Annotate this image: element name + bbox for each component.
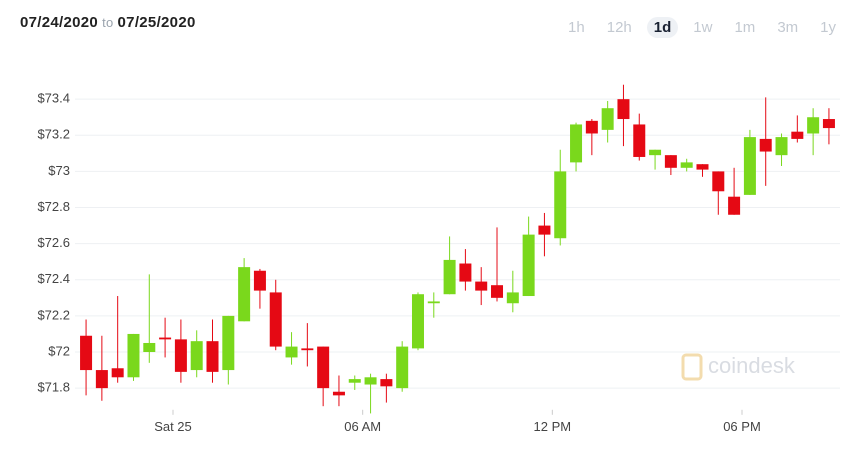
candle-body xyxy=(317,346,330,389)
candle-body xyxy=(791,131,804,139)
candle-body xyxy=(491,285,504,298)
candle-body xyxy=(222,315,235,371)
range-buttons: 1h 12h 1d 1w 1m 3m 1y xyxy=(561,17,843,38)
y-tick-label: $73.2 xyxy=(37,127,70,142)
candle-body xyxy=(522,234,535,297)
candle-body xyxy=(269,292,282,347)
candle-body xyxy=(95,370,108,389)
y-tick-label: $72.4 xyxy=(37,271,70,286)
date-range: 07/24/2020 to 07/25/2020 xyxy=(20,14,196,31)
candle-body xyxy=(585,120,598,134)
candle-body xyxy=(633,124,646,157)
candle-body xyxy=(506,292,519,304)
candle-body xyxy=(159,337,172,340)
candle-body xyxy=(111,368,124,378)
candle-body xyxy=(538,225,551,235)
y-tick-label: $71.8 xyxy=(37,380,70,395)
candle-body xyxy=(238,267,251,322)
candle-body xyxy=(775,137,788,156)
candle-body xyxy=(411,294,424,349)
y-tick-label: $73.4 xyxy=(37,91,70,106)
date-separator: to xyxy=(102,15,114,30)
candle-body xyxy=(680,162,693,168)
candle-body xyxy=(617,99,630,120)
candle-body xyxy=(743,137,756,195)
candle-body xyxy=(380,379,393,387)
candle-body xyxy=(649,149,662,156)
candle-body xyxy=(759,138,772,152)
candle-body xyxy=(728,196,741,215)
candle-body xyxy=(443,259,456,295)
range-button[interactable]: 1d xyxy=(646,17,679,38)
candle-body xyxy=(80,335,93,371)
candle-body xyxy=(427,301,440,304)
candle-body xyxy=(143,342,156,353)
watermark-logo xyxy=(681,353,703,381)
y-tick-label: $72 xyxy=(48,343,70,358)
candle-body xyxy=(285,346,298,358)
candle-body xyxy=(475,281,488,291)
candle-body xyxy=(554,171,567,239)
x-tick-label: 12 PM xyxy=(534,419,572,434)
y-tick-label: $73 xyxy=(48,163,70,178)
range-button[interactable]: 1y xyxy=(820,19,836,36)
candle-body xyxy=(206,341,219,372)
candle-body xyxy=(332,391,345,396)
candle-body xyxy=(822,119,835,129)
date-from: 07/24/2020 xyxy=(20,14,99,31)
y-tick-label: $72.2 xyxy=(37,307,70,322)
candle-body xyxy=(127,333,140,378)
candle-body xyxy=(348,379,361,383)
x-tick-label: 06 PM xyxy=(723,419,761,434)
x-tick-label: Sat 25 xyxy=(154,419,192,434)
candle-body xyxy=(459,263,472,282)
candle-body xyxy=(364,377,377,385)
y-tick-label: $72.8 xyxy=(37,199,70,214)
candle-body xyxy=(396,346,409,389)
range-button[interactable]: 3m xyxy=(777,19,799,36)
date-to: 07/25/2020 xyxy=(117,14,196,31)
candle-body xyxy=(601,108,614,130)
candle-body xyxy=(570,124,583,163)
candle-body xyxy=(253,270,266,291)
range-button[interactable]: 1w xyxy=(693,19,713,36)
candle-body xyxy=(664,155,677,168)
range-button[interactable]: 12h xyxy=(606,19,632,36)
range-button[interactable]: 1m xyxy=(734,19,756,36)
candle-body xyxy=(190,341,203,371)
x-tick-label: 06 AM xyxy=(344,419,381,434)
range-button[interactable]: 1h xyxy=(568,19,585,36)
candle-body xyxy=(807,117,820,134)
candle-body xyxy=(174,339,187,372)
candle-body xyxy=(712,171,725,192)
candle-body xyxy=(696,164,709,170)
y-tick-label: $72.6 xyxy=(37,235,70,250)
candle-body xyxy=(301,348,314,351)
watermark: coindesk xyxy=(708,353,796,378)
